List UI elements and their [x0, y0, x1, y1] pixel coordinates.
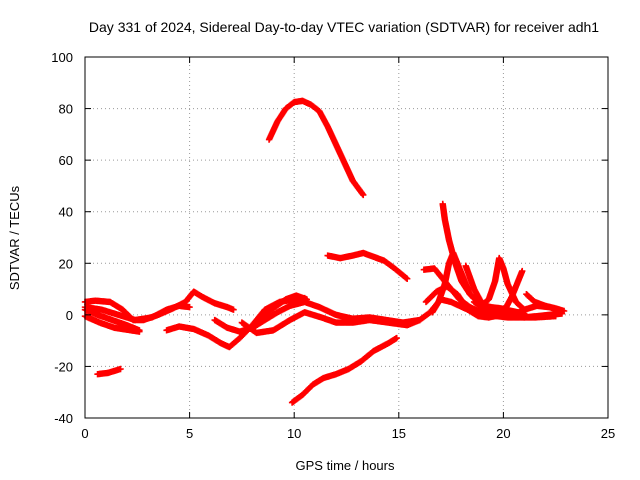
x-tick-label: 15	[392, 426, 406, 441]
x-tick-label: 25	[601, 426, 615, 441]
series-arc-4	[81, 302, 193, 324]
y-tick-label: 80	[59, 102, 73, 117]
data-point	[416, 316, 423, 324]
y-tick-label: 0	[66, 308, 73, 323]
data-point	[393, 334, 400, 342]
y-tick-label: 20	[59, 256, 73, 271]
chart-title: Day 331 of 2024, Sidereal Day-to-day VTE…	[89, 19, 599, 35]
x-tick-label: 5	[186, 426, 193, 441]
data-point	[303, 296, 310, 303]
plot-frame	[84, 56, 609, 419]
series-arc-11	[324, 249, 411, 282]
x-tick-label: 20	[496, 426, 510, 441]
data-point	[403, 275, 411, 282]
series-arc-21	[510, 302, 561, 319]
data-point	[136, 328, 143, 335]
data-point	[560, 307, 568, 315]
x-axis-label: GPS time / hours	[296, 458, 395, 473]
data-point	[519, 267, 526, 275]
series-arc-16	[422, 283, 492, 321]
data-point	[117, 365, 124, 373]
series-arc-3	[81, 312, 143, 335]
series-arc-10	[265, 97, 367, 199]
y-tick-label: -20	[54, 359, 73, 374]
y-tick-label: 100	[51, 50, 73, 65]
series-arc-5	[94, 365, 124, 378]
data-point	[554, 306, 561, 313]
x-tick-label: 0	[81, 426, 88, 441]
y-tick-label: -40	[54, 411, 73, 426]
data-points	[81, 97, 568, 406]
data-point	[230, 306, 237, 313]
y-axis: -40 -20 0 20 40 60 80 100	[51, 50, 608, 426]
series-arc-9	[255, 292, 310, 324]
x-axis: 0 5 10 15 20 25	[81, 57, 615, 441]
series-arc-8	[238, 309, 423, 337]
grid	[85, 57, 608, 418]
x-tick-label: 10	[287, 426, 301, 441]
y-axis-label: SDTVAR / TECUs	[7, 185, 22, 290]
data-point	[360, 191, 367, 199]
y-tick-label: 60	[59, 153, 73, 168]
series-arc-12	[288, 334, 400, 406]
y-tick-label: 40	[59, 205, 73, 220]
data-point	[186, 303, 193, 311]
